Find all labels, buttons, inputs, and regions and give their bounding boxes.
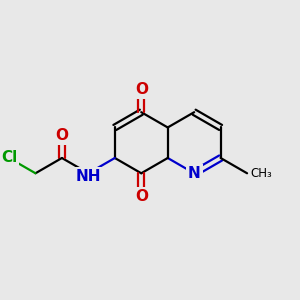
Text: CH₃: CH₃ bbox=[250, 167, 272, 180]
Text: O: O bbox=[135, 82, 148, 97]
Text: O: O bbox=[135, 189, 148, 204]
Text: NH: NH bbox=[76, 169, 101, 184]
Text: O: O bbox=[56, 128, 68, 142]
Text: N: N bbox=[188, 166, 200, 181]
Text: Cl: Cl bbox=[1, 151, 17, 166]
